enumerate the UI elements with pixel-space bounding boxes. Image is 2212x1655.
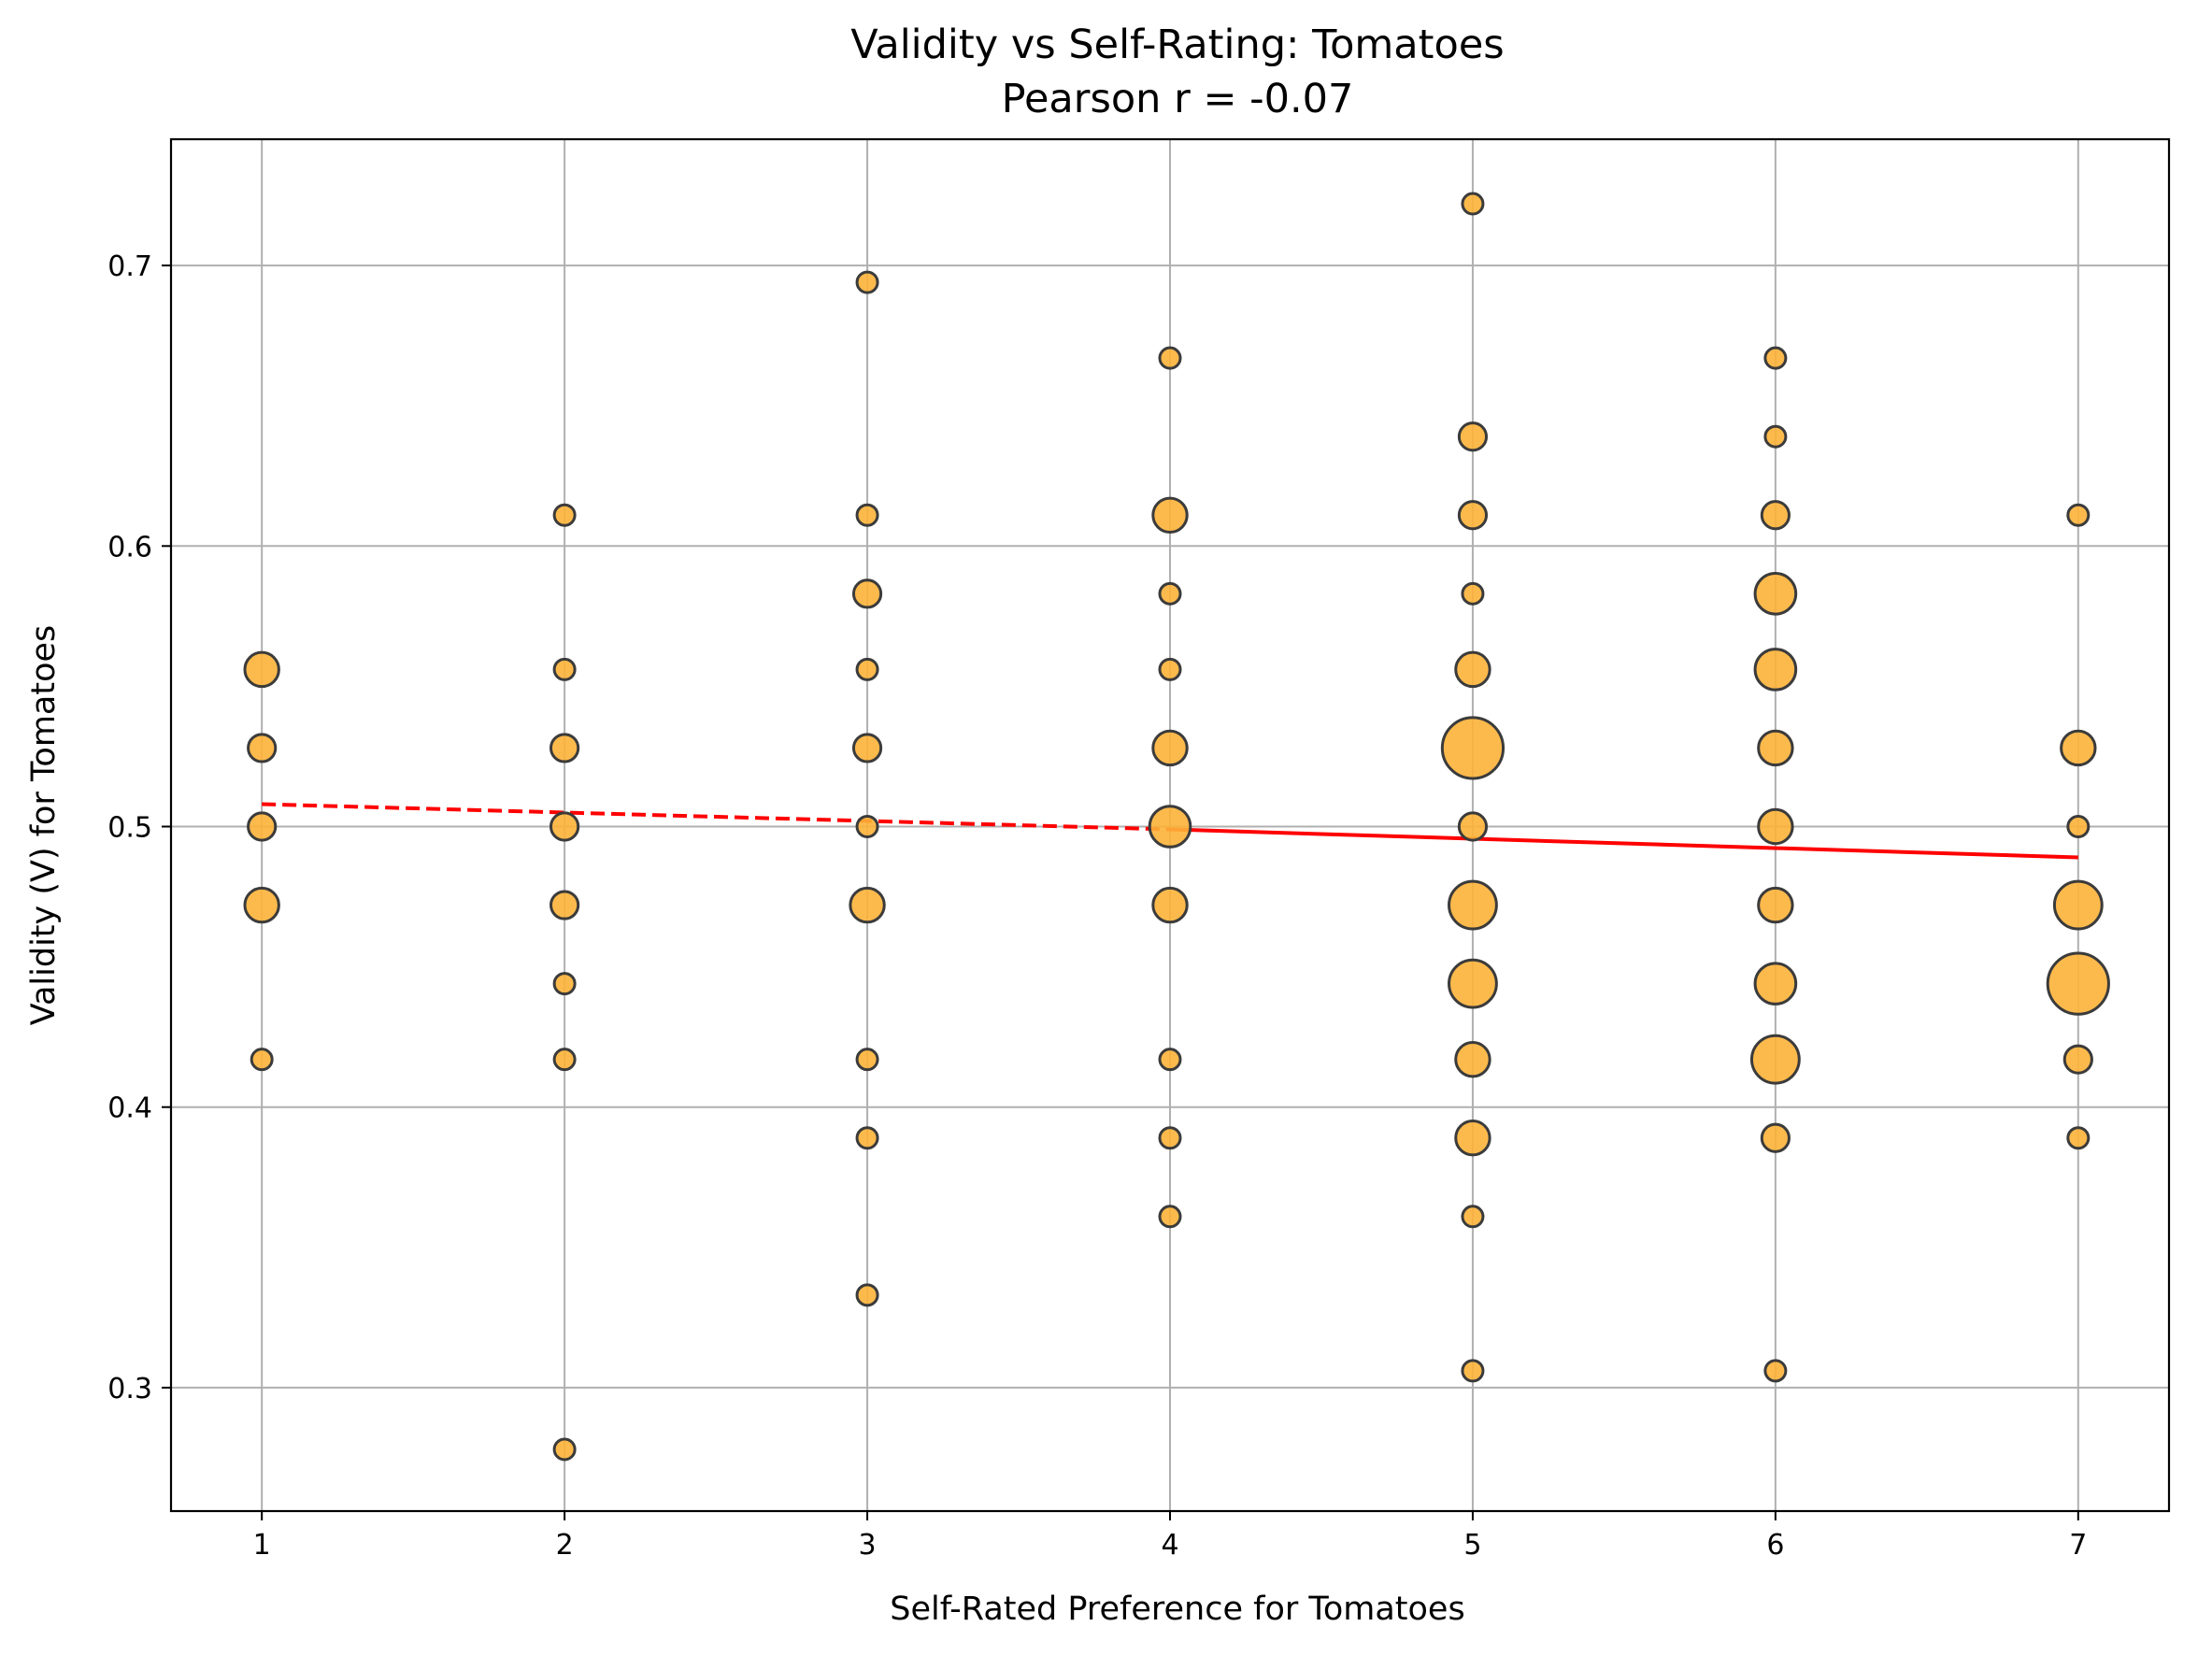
data-point: [1454, 650, 1491, 689]
data-point: [1151, 886, 1189, 924]
data-point: [1448, 958, 1498, 1009]
data-point: [1158, 1126, 1182, 1150]
data-point: [851, 578, 883, 609]
y-axis-ticks: 0.3 0.4 0.5 0.6 0.7: [107, 250, 171, 1405]
data-point: [549, 733, 580, 763]
data-point: [2062, 1044, 2093, 1075]
data-point: [1461, 1205, 1485, 1229]
data-point: [1158, 1205, 1182, 1229]
data-point: [1753, 572, 1798, 616]
data-point: [1757, 886, 1794, 924]
data-point: [849, 886, 886, 924]
data-point: [1457, 811, 1489, 842]
data-point: [855, 1283, 879, 1307]
data-point: [243, 650, 280, 689]
data-point: [552, 1048, 577, 1072]
data-point: [1760, 500, 1791, 531]
x-axis-label: Self-Rated Preference for Tomatoes: [890, 1591, 1464, 1628]
y-tick-label: 0.6: [107, 531, 152, 564]
data-point: [1158, 1048, 1182, 1072]
data-point: [1461, 192, 1485, 216]
data-point: [1760, 1122, 1791, 1153]
data-point: [247, 811, 278, 842]
data-point: [855, 270, 879, 294]
chart-subtitle: Pearson r = -0.07: [1002, 76, 1354, 122]
data-point: [552, 503, 577, 527]
data-point: [2066, 815, 2091, 839]
data-point: [1749, 1034, 1801, 1085]
x-tick-label: 3: [859, 1529, 877, 1562]
data-point: [247, 733, 278, 763]
chart-title: Validity vs Self-Rating: Tomatoes: [850, 21, 1504, 68]
data-point: [1457, 500, 1489, 531]
data-point: [1158, 346, 1182, 370]
data-point: [2060, 729, 2097, 767]
trend-line: [262, 802, 2078, 860]
trend-line-solid: [1169, 827, 2078, 860]
data-point: [2066, 1126, 2091, 1150]
y-tick-label: 0.5: [107, 812, 152, 845]
data-point: [855, 1126, 879, 1150]
data-point: [1151, 496, 1189, 534]
y-tick-label: 0.7: [107, 250, 152, 283]
y-tick-label: 0.4: [107, 1092, 152, 1125]
data-point: [1753, 648, 1798, 692]
data-points: [243, 192, 2110, 1462]
x-tick-label: 2: [556, 1529, 574, 1562]
data-point: [855, 503, 879, 527]
data-point: [1440, 716, 1506, 780]
data-point: [552, 657, 577, 681]
x-axis-ticks: 1 2 3 4 5 6 7: [253, 1511, 2087, 1562]
data-point: [2066, 503, 2091, 527]
data-point: [1158, 657, 1182, 681]
trend-line-dashed: [262, 802, 1171, 832]
data-point: [1757, 807, 1794, 846]
data-point: [552, 972, 577, 996]
data-point: [1461, 581, 1485, 606]
data-point: [2046, 951, 2110, 1016]
data-point: [1753, 962, 1798, 1006]
y-axis-label: Validity (V) for Tomatoes: [25, 625, 63, 1026]
data-point: [1757, 729, 1794, 767]
data-point: [1151, 729, 1189, 767]
data-point: [851, 733, 883, 763]
data-point: [1448, 879, 1498, 931]
x-tick-label: 6: [1766, 1529, 1784, 1562]
data-point: [855, 657, 879, 681]
data-point: [549, 890, 580, 920]
data-point: [552, 1437, 577, 1462]
data-point: [1454, 1040, 1491, 1078]
data-point: [250, 1048, 274, 1072]
data-point: [1461, 1359, 1485, 1383]
data-point: [1158, 581, 1182, 606]
data-point: [1763, 1359, 1788, 1383]
data-point: [1148, 805, 1192, 849]
data-point: [855, 1048, 879, 1072]
data-point: [243, 886, 280, 924]
x-tick-label: 7: [2069, 1529, 2087, 1562]
y-tick-label: 0.3: [107, 1373, 152, 1405]
x-tick-label: 1: [253, 1529, 271, 1562]
x-tick-label: 4: [1161, 1529, 1178, 1562]
data-point: [2052, 879, 2104, 931]
data-point: [855, 815, 879, 839]
x-tick-label: 5: [1463, 1529, 1481, 1562]
data-point: [1763, 424, 1788, 449]
data-point: [1454, 1120, 1491, 1157]
data-point: [1763, 346, 1788, 370]
data-point: [549, 811, 580, 842]
data-point: [1457, 421, 1489, 452]
